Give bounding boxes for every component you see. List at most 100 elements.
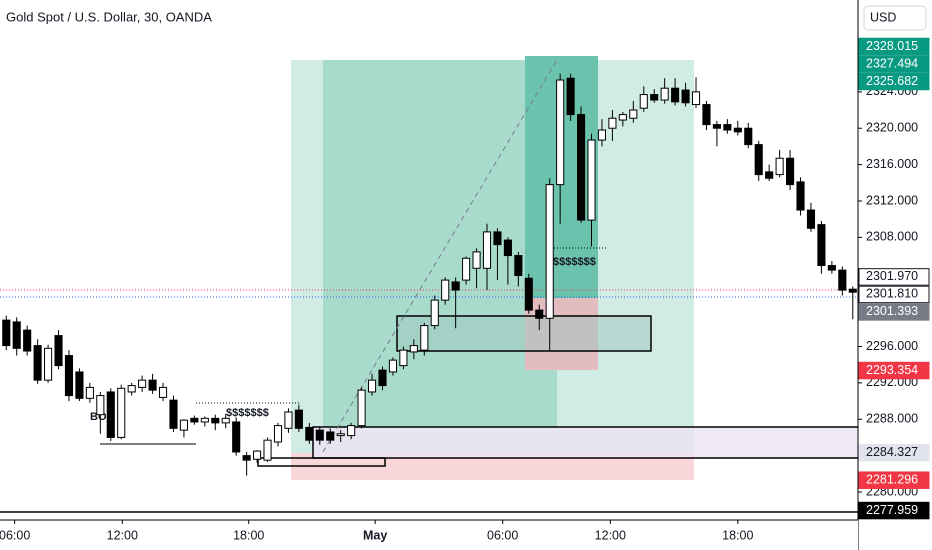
x-tick-label: 12:00 (107, 528, 138, 542)
candle-body (775, 157, 784, 176)
candle-body (326, 431, 335, 441)
candle-body (451, 281, 460, 291)
price-label-box (858, 361, 930, 380)
x-tick-label: 18:00 (722, 528, 753, 542)
candle-body (273, 425, 283, 443)
candle-body (535, 309, 544, 319)
candle-body (597, 129, 607, 141)
trend-line (322, 59, 558, 453)
price-label: 2301.810 (866, 287, 918, 301)
x-tick-label: 06:00 (0, 528, 30, 542)
candle-body (96, 395, 105, 416)
candle-body (242, 455, 251, 461)
candle-body (232, 421, 241, 453)
price-label: 2284.327 (866, 445, 918, 459)
annotation: $$$$$$$ (553, 256, 596, 268)
y-tick-label: 2316.000 (866, 157, 918, 171)
candle-body (190, 417, 199, 423)
candle-body (179, 419, 188, 431)
candle-body (127, 385, 136, 393)
candle-body (441, 279, 450, 301)
currency-box (863, 5, 927, 31)
candle-body (514, 255, 523, 277)
price-label-box (858, 55, 930, 73)
price-label-box (858, 268, 930, 286)
candle-body (211, 417, 220, 424)
y-tick-label: 2320.000 (866, 121, 918, 135)
candle-body (838, 269, 847, 291)
candle-body (148, 379, 157, 391)
price-label: 2301.393 (866, 304, 918, 318)
price-label-box (858, 303, 930, 321)
candle-body (503, 239, 512, 257)
candle-body (493, 231, 502, 246)
candle-body (566, 77, 575, 116)
candle-body (409, 345, 418, 353)
candle-body (472, 251, 481, 269)
candle-body (660, 87, 669, 101)
price-label: 2327.494 (866, 56, 918, 70)
price-label: 2328.015 (866, 39, 918, 53)
candle-body (75, 371, 84, 399)
price-label-box (858, 501, 930, 520)
candle-body (556, 79, 565, 186)
candle-body (639, 94, 648, 109)
candle-body (169, 399, 178, 429)
order-block (396, 315, 652, 352)
candle-body (817, 224, 826, 267)
price-label-box (858, 37, 930, 56)
candle-body (23, 329, 32, 352)
candle-body (577, 114, 586, 221)
price-label: 2301.970 (866, 269, 918, 283)
annotation: $$$$$$$ (226, 407, 269, 419)
candle-body (806, 209, 816, 229)
demand-zone (312, 426, 932, 459)
price-label: 2277.959 (866, 503, 918, 517)
candle-body (263, 439, 272, 461)
price-label: 2325.682 (866, 74, 918, 88)
small-zone (257, 457, 386, 467)
y-tick-label: 2288.000 (866, 412, 918, 426)
x-tick-label: 12:00 (595, 528, 626, 542)
candle-body (608, 117, 617, 129)
candle-body (357, 389, 366, 427)
price-label-box (858, 285, 930, 304)
candle-body (827, 265, 836, 271)
candle-body (336, 433, 345, 437)
candle-body (786, 157, 795, 186)
price-label-box (858, 471, 930, 489)
x-tick-label: 18:00 (233, 528, 264, 542)
candle-body (200, 417, 209, 423)
candle-body (462, 257, 471, 281)
x-tick-label: May (363, 528, 387, 542)
candle-body (671, 87, 680, 103)
candle-body (796, 181, 805, 211)
candle-body (681, 89, 690, 104)
time-axis-bg (0, 520, 858, 550)
candle-body (388, 359, 397, 373)
candle-body (524, 277, 533, 311)
y-tick-label: 2296.000 (866, 339, 918, 353)
candle-body (482, 231, 492, 269)
x-tick-label: 06:00 (487, 528, 518, 542)
candle-body (765, 171, 774, 179)
candle-body (650, 94, 659, 101)
candle-body (618, 114, 627, 121)
price-label-box (858, 443, 930, 462)
price-label-box (858, 72, 930, 91)
candle-body (253, 450, 262, 460)
chart-title: Gold Spot / U.S. Dollar, 30, OANDA (6, 9, 212, 24)
candle-body (587, 139, 596, 221)
candle-body (221, 417, 230, 424)
candle-body (44, 347, 53, 381)
candle-body (158, 386, 168, 398)
candle-body (117, 387, 126, 438)
candle-body (744, 127, 753, 146)
candle-body (629, 109, 638, 119)
candle-body (378, 369, 387, 387)
candle-body (712, 124, 721, 129)
candle-body (702, 104, 711, 126)
currency: USD (870, 10, 896, 24)
candle-body (367, 379, 377, 393)
